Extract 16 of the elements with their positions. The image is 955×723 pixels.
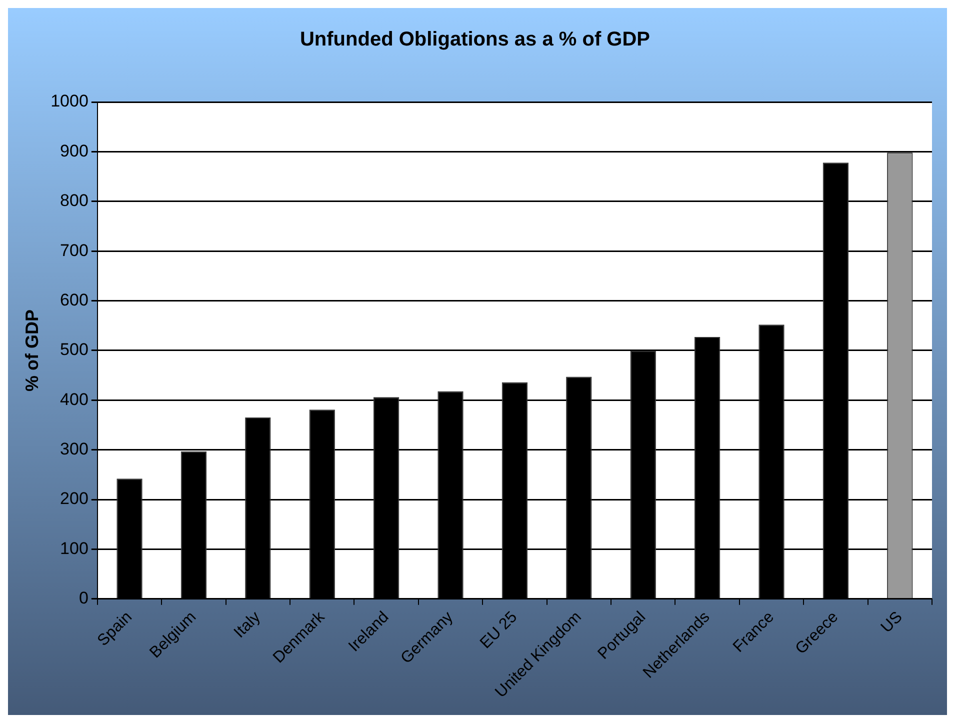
y-tick-label: 800 xyxy=(60,191,88,210)
y-tick-label: 900 xyxy=(60,141,88,160)
x-tick-label: Italy xyxy=(231,608,264,642)
y-tick-label: 1000 xyxy=(50,92,88,111)
y-tick-label: 100 xyxy=(60,538,88,558)
y-tick-label: 200 xyxy=(60,489,88,508)
x-tick-label: EU 25 xyxy=(477,608,521,652)
y-axis-title: % of GDP xyxy=(22,309,42,392)
y-tick-label: 300 xyxy=(60,440,88,459)
y-tick-label: 500 xyxy=(60,340,88,360)
y-tick-label: 0 xyxy=(78,588,88,608)
y-tick-label: 400 xyxy=(60,390,88,409)
x-tick-label: US xyxy=(878,608,906,636)
chart-title: Unfunded Obligations as a % of GDP xyxy=(300,28,650,51)
y-tick-label: 600 xyxy=(60,290,88,310)
y-tick-label: 700 xyxy=(60,240,88,260)
